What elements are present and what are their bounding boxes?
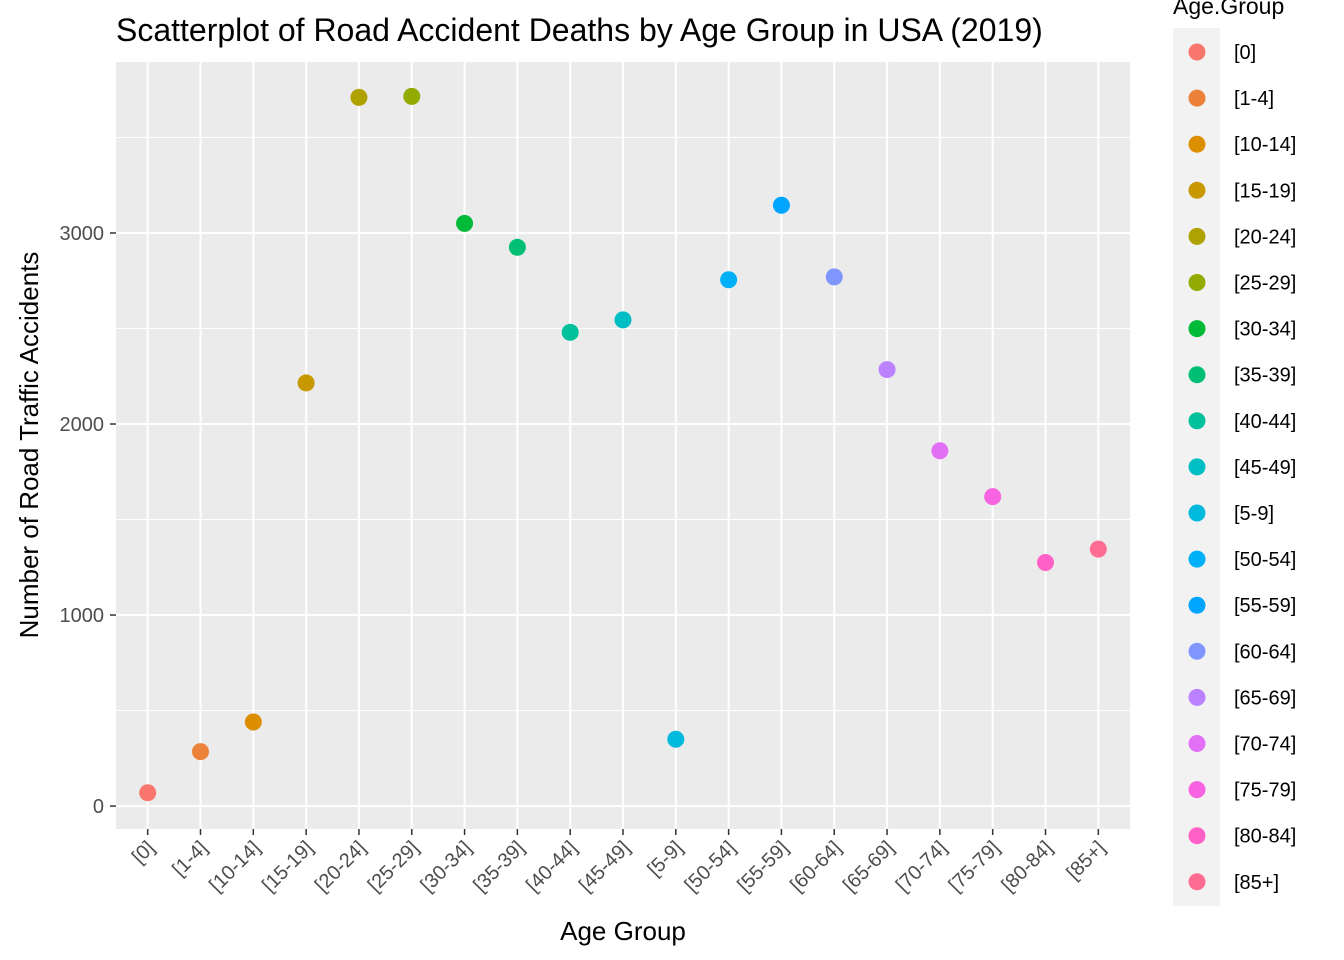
legend-key — [1188, 688, 1206, 706]
data-point — [456, 214, 474, 232]
data-point — [720, 271, 738, 289]
data-point — [403, 87, 421, 105]
data-point — [561, 323, 579, 341]
data-point — [192, 743, 209, 761]
data-point — [984, 488, 1002, 506]
legend-label: [15-19] — [1234, 180, 1296, 202]
data-point — [244, 713, 262, 731]
legend-label: [65-69] — [1234, 687, 1296, 709]
legend-key — [1188, 504, 1206, 522]
legend-label: [70-74] — [1234, 734, 1296, 756]
legend-label: [25-29] — [1234, 273, 1296, 295]
y-axis-title: Number of Road Traffic Accidents — [14, 252, 44, 639]
y-axis: 0 1000 2000 3000 — [60, 223, 116, 818]
legend-key — [1188, 43, 1206, 61]
y-tick-label: 1000 — [60, 605, 105, 627]
legend-key — [1188, 735, 1206, 752]
data-point — [825, 268, 843, 286]
legend-key — [1188, 642, 1206, 660]
legend-label: [30-34] — [1234, 319, 1296, 341]
grid-major — [116, 62, 1130, 829]
legend-key — [1188, 366, 1206, 384]
legend-title: Age.Group — [1173, 0, 1284, 19]
data-point — [297, 374, 315, 392]
data-point — [139, 784, 157, 802]
legend-key — [1188, 458, 1206, 476]
data-points — [139, 87, 1107, 802]
data-point — [614, 311, 632, 329]
legend-label: [55-59] — [1234, 595, 1296, 617]
data-point — [350, 88, 368, 106]
legend-label: [50-54] — [1234, 549, 1296, 571]
x-axis-title: Age Group — [560, 916, 686, 946]
legend-label: [85+] — [1234, 872, 1279, 894]
legend-key — [1188, 596, 1206, 614]
legend-key — [1188, 781, 1206, 799]
legend-key — [1188, 412, 1206, 430]
data-point — [772, 196, 790, 214]
legend-key — [1188, 550, 1206, 568]
data-point — [508, 238, 526, 256]
legend-label: [40-44] — [1234, 411, 1296, 433]
legend: Age.Group [0][1-4][10-14][15-19][20-24][… — [1173, 0, 1296, 906]
legend-key — [1188, 274, 1206, 291]
legend-label: [1-4] — [1234, 88, 1274, 110]
data-point — [1089, 540, 1107, 558]
legend-key — [1188, 827, 1206, 845]
legend-label: [0] — [1234, 42, 1256, 64]
data-point — [878, 361, 896, 379]
legend-key — [1188, 320, 1206, 338]
y-tick-label: 0 — [93, 796, 104, 818]
legend-label: [75-79] — [1234, 780, 1296, 802]
legend-key — [1188, 873, 1206, 891]
legend-label: [5-9] — [1234, 503, 1274, 525]
y-tick-label: 3000 — [60, 223, 105, 245]
y-tick-label: 2000 — [60, 414, 105, 436]
legend-items: [0] [1-4] [10-14] [15-19] [20-24] [25-29] [30-… — [1188, 42, 1296, 894]
legend-label: [20-24] — [1234, 226, 1296, 248]
chart-title: Scatterplot of Road Accident Deaths by A… — [116, 12, 1043, 48]
legend-key — [1188, 135, 1206, 153]
legend-label: [45-49] — [1234, 457, 1296, 479]
data-point — [931, 442, 949, 460]
legend-label: [35-39] — [1234, 365, 1296, 387]
data-point — [1037, 554, 1054, 572]
legend-label: [10-14] — [1234, 134, 1296, 156]
legend-label: [80-84] — [1234, 826, 1296, 848]
legend-label: [60-64] — [1234, 641, 1296, 663]
legend-key — [1188, 181, 1206, 199]
data-point — [667, 730, 685, 748]
legend-key — [1188, 227, 1206, 245]
legend-key — [1188, 89, 1206, 107]
